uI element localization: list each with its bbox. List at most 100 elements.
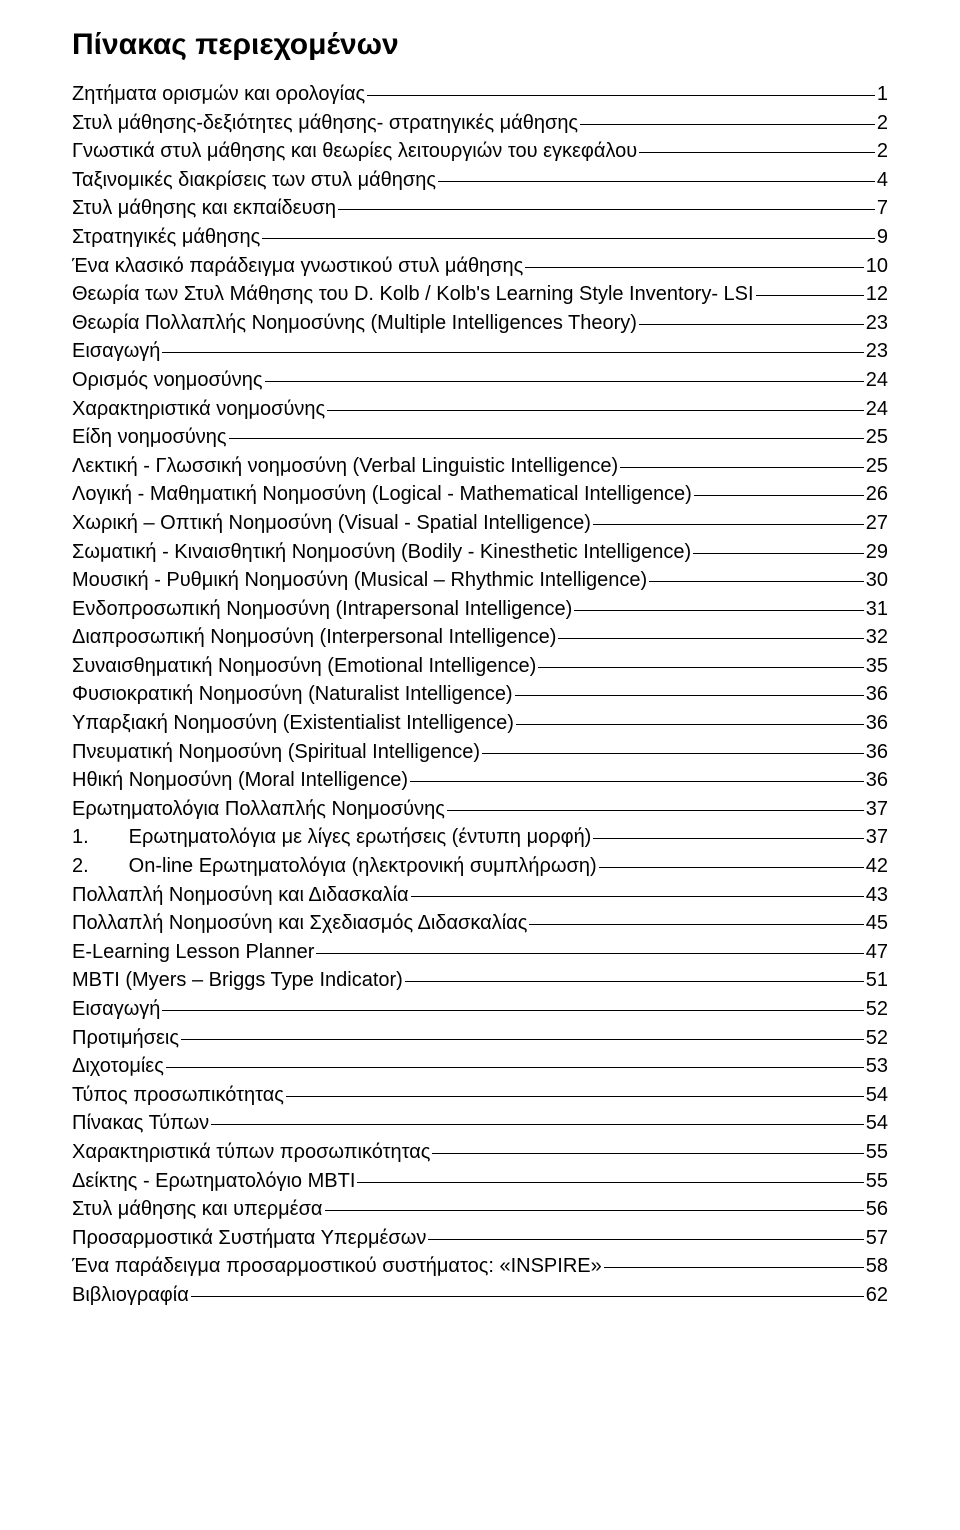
toc-entry-label: Σωματική - Κιναισθητική Νοημοσύνη (Bodil… [72,538,691,567]
toc-entry-page: 23 [866,309,888,338]
toc-entry-label: Ζητήματα ορισμών και ορολογίας [72,80,365,109]
toc-entry-label: Ερωτηματολόγια Πολλαπλής Νοημοσύνης [72,795,445,824]
toc-leader-line [166,1067,864,1068]
toc-entry-page: 43 [866,881,888,910]
toc-entry-label: Συναισθηματική Νοημοσύνη (Emotional Inte… [72,652,536,681]
toc-leader-line [262,238,875,239]
toc-entry-label: Χαρακτηριστικά νοημοσύνης [72,395,325,424]
toc-entry: 2. On-line Ερωτηματολόγια (ηλεκτρονική σ… [72,852,888,881]
toc-entry-page: 1 [877,80,888,109]
toc-entry-page: 2 [877,137,888,166]
toc-entry-label: Πίνακας Τύπων [72,1109,209,1138]
toc-entry-page: 36 [866,738,888,767]
toc-entry-page: 10 [866,252,888,281]
toc-entry-page: 62 [866,1281,888,1310]
toc-entry-label: Τύπος προσωπικότητας [72,1081,284,1110]
toc-leader-line [447,810,864,811]
toc-entry-page: 56 [866,1195,888,1224]
toc-entry-page: 27 [866,509,888,538]
toc-entry: MBTI (Myers – Briggs Type Indicator) 51 [72,966,888,995]
toc-leader-line [580,124,875,125]
toc-entry: Ένα κλασικό παράδειγμα γνωστικού στυλ μά… [72,252,888,281]
toc-entry-label: Ένα παράδειγμα προσαρμοστικού συστήματος… [72,1252,602,1281]
toc-entry-label: Χαρακτηριστικά τύπων προσωπικότητας [72,1138,430,1167]
toc-entry-page: 32 [866,623,888,652]
toc-leader-line [599,867,864,868]
toc-leader-line [593,524,864,525]
toc-leader-line [515,695,864,696]
toc-entry-label: Πνευματική Νοημοσύνη (Spiritual Intellig… [72,738,480,767]
toc-entry-label: Φυσιοκρατική Νοημοσύνη (Naturalist Intel… [72,680,513,709]
toc-entry: Ηθική Νοημοσύνη (Moral Intelligence)36 [72,766,888,795]
toc-entry: Δείκτης - Ερωτηματολόγιο MBTI55 [72,1167,888,1196]
toc-entry-label: Στυλ μάθησης και υπερμέσα [72,1195,323,1224]
toc-leader-line [693,553,864,554]
toc-entry: Πίνακας Τύπων 54 [72,1109,888,1138]
toc-entry-page: 31 [866,595,888,624]
toc-leader-line [694,495,864,496]
toc-entry: Ερωτηματολόγια Πολλαπλής Νοημοσύνης37 [72,795,888,824]
toc-entry: Εισαγωγή52 [72,995,888,1024]
toc-entry-label: MBTI (Myers – Briggs Type Indicator) [72,966,403,995]
toc-entry-page: 26 [866,480,888,509]
toc-entry-label: Μουσική - Ρυθμική Νοημοσύνη (Musical – R… [72,566,647,595]
toc-entry-label: Είδη νοημοσύνης [72,423,227,452]
toc-leader-line [558,638,863,639]
toc-entry: Είδη νοημοσύνης 25 [72,423,888,452]
toc-leader-line [593,838,863,839]
toc-entry-page: 36 [866,766,888,795]
toc-entry-page: 51 [866,966,888,995]
toc-entry-label: Εισαγωγή [72,995,160,1024]
toc-entry-label: Βιβλιογραφία [72,1281,189,1310]
toc-leader-line [327,410,864,411]
toc-entry-page: 24 [866,395,888,424]
toc-leader-line [529,924,863,925]
toc-entry-label: Ενδοπροσωπική Νοημοσύνη (Intrapersonal I… [72,595,572,624]
toc-entry: Στυλ μάθησης και υπερμέσα 56 [72,1195,888,1224]
toc-entry-label: Πολλαπλή Νοημοσύνη και Σχεδιασμός Διδασκ… [72,909,527,938]
toc-entry: Ορισμός νοημοσύνης24 [72,366,888,395]
toc-leader-line [756,295,864,296]
toc-entry-label: Λεκτική - Γλωσσική νοημοσύνη (Verbal Lin… [72,452,618,481]
toc-entry-label: Προσαρμοστικά Συστήματα Υπερμέσων [72,1224,426,1253]
toc-leader-line [181,1039,864,1040]
toc-leader-line [639,152,875,153]
toc-entry-page: 55 [866,1138,888,1167]
toc-leader-line [410,781,864,782]
toc-entry-page: 47 [866,938,888,967]
toc-entry: Ενδοπροσωπική Νοημοσύνη (Intrapersonal I… [72,595,888,624]
toc-leader-line [649,581,864,582]
toc-leader-line [438,181,875,182]
toc-entry: Φυσιοκρατική Νοημοσύνη (Naturalist Intel… [72,680,888,709]
toc-leader-line [574,610,863,611]
toc-leader-line [357,1182,863,1183]
toc-entry: Πνευματική Νοημοσύνη (Spiritual Intellig… [72,738,888,767]
toc-entry-label: Προτιμήσεις [72,1024,179,1053]
toc-leader-line [191,1296,864,1297]
toc-entry: Διχοτομίες53 [72,1052,888,1081]
toc-entry-page: 29 [866,538,888,567]
toc-leader-line [538,667,863,668]
page-title: Πίνακας περιεχομένων [72,28,888,62]
toc-leader-line [405,981,864,982]
toc-entry: Μουσική - Ρυθμική Νοημοσύνη (Musical – R… [72,566,888,595]
toc-entry: Λογική - Μαθηματική Νοημοσύνη (Logical -… [72,480,888,509]
toc-entry-page: 37 [866,823,888,852]
toc-entry: Σωματική - Κιναισθητική Νοημοσύνη (Bodil… [72,538,888,567]
toc-entry: E-Learning Lesson Planner47 [72,938,888,967]
toc-entry: Πολλαπλή Νοημοσύνη και Διδασκαλία43 [72,881,888,910]
toc-entry-page: 25 [866,452,888,481]
toc-entry: Ένα παράδειγμα προσαρμοστικού συστήματος… [72,1252,888,1281]
toc-leader-line [482,753,864,754]
toc-leader-line [620,467,864,468]
toc-entry: Ταξινομικές διακρίσεις των στυλ μάθησης4 [72,166,888,195]
toc-entry: Χαρακτηριστικά τύπων προσωπικότητας 55 [72,1138,888,1167]
toc-entry-page: 25 [866,423,888,452]
toc-entry: Χωρική – Οπτική Νοημοσύνη (Visual - Spat… [72,509,888,538]
toc-entry-label: 2. On-line Ερωτηματολόγια (ηλεκτρονική σ… [72,852,597,881]
toc-leader-line [604,1267,864,1268]
toc-leader-line [265,381,864,382]
toc-entry-page: 54 [866,1109,888,1138]
toc-entry: 1. Ερωτηματολόγια με λίγες ερωτήσεις (έν… [72,823,888,852]
toc-entry: Υπαρξιακή Νοημοσύνη (Existentialist Inte… [72,709,888,738]
